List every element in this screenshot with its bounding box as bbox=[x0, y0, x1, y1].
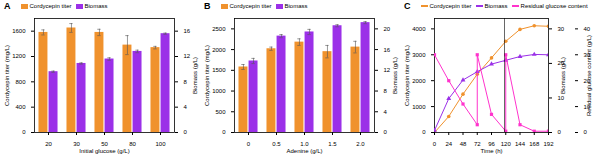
svg-text:0: 0 bbox=[422, 129, 426, 135]
svg-text:16: 16 bbox=[184, 28, 191, 34]
svg-text:Cordycepin titer (mg/L): Cordycepin titer (mg/L) bbox=[4, 45, 10, 106]
svg-text:16: 16 bbox=[384, 47, 391, 53]
svg-text:4000: 4000 bbox=[412, 26, 426, 32]
svg-text:24: 24 bbox=[445, 141, 452, 147]
svg-text:100: 100 bbox=[155, 141, 166, 147]
svg-text:40: 40 bbox=[584, 26, 591, 32]
svg-text:48: 48 bbox=[460, 141, 467, 147]
svg-text:0: 0 bbox=[222, 129, 226, 135]
svg-text:0: 0 bbox=[433, 141, 437, 147]
svg-text:30: 30 bbox=[558, 26, 565, 32]
svg-text:168: 168 bbox=[529, 141, 540, 147]
svg-text:0: 0 bbox=[22, 129, 26, 135]
svg-text:1500: 1500 bbox=[212, 67, 226, 73]
html-text:Cordycepin titer: Cordycepin titer bbox=[429, 3, 472, 9]
svg-text:500: 500 bbox=[215, 109, 226, 115]
svg-text:30: 30 bbox=[73, 141, 80, 147]
svg-text:2500: 2500 bbox=[212, 26, 226, 32]
svg-text:4: 4 bbox=[384, 109, 388, 115]
svg-text:1600: 1600 bbox=[12, 28, 26, 34]
svg-text:80: 80 bbox=[129, 141, 136, 147]
html-text:Biomass: Biomass bbox=[484, 3, 508, 9]
svg-text:0: 0 bbox=[184, 129, 188, 135]
html-text:Residual glucose content: Residual glucose content bbox=[520, 3, 588, 9]
svg-text:Cordycepin titer (mg/L): Cordycepin titer (mg/L) bbox=[204, 45, 210, 106]
svg-text:144: 144 bbox=[515, 141, 526, 147]
svg-text:12: 12 bbox=[184, 53, 191, 59]
svg-text:10: 10 bbox=[558, 95, 565, 101]
svg-text:1.0: 1.0 bbox=[300, 141, 309, 147]
svg-text:Residual glucose content (g/L): Residual glucose content (g/L) bbox=[586, 35, 592, 116]
svg-text:2.0: 2.0 bbox=[356, 141, 365, 147]
svg-text:1000: 1000 bbox=[212, 88, 226, 94]
svg-text:20: 20 bbox=[45, 141, 52, 147]
svg-text:Biomass (g/L): Biomass (g/L) bbox=[560, 57, 566, 94]
svg-text:8: 8 bbox=[384, 88, 388, 94]
svg-text:120: 120 bbox=[501, 141, 512, 147]
svg-text:2000: 2000 bbox=[212, 47, 226, 53]
svg-text:1000: 1000 bbox=[412, 104, 426, 110]
svg-text:192: 192 bbox=[543, 141, 554, 147]
svg-text:Initial glucose (g/L): Initial glucose (g/L) bbox=[79, 148, 129, 154]
svg-text:Time (h): Time (h) bbox=[480, 148, 502, 154]
svg-text:0: 0 bbox=[558, 129, 562, 135]
svg-text:4: 4 bbox=[184, 104, 188, 110]
svg-text:2000: 2000 bbox=[412, 78, 426, 84]
svg-text:1200: 1200 bbox=[12, 53, 26, 59]
svg-text:0.5: 0.5 bbox=[272, 141, 281, 147]
svg-text:72: 72 bbox=[474, 141, 481, 147]
svg-text:3000: 3000 bbox=[412, 52, 426, 58]
svg-text:20: 20 bbox=[384, 26, 391, 32]
svg-text:800: 800 bbox=[15, 79, 26, 85]
html-text:Cordycepin titer: Cordycepin titer bbox=[229, 3, 272, 9]
svg-text:0: 0 bbox=[384, 129, 388, 135]
html-text:C: C bbox=[404, 1, 411, 11]
svg-text:50: 50 bbox=[101, 141, 108, 147]
svg-text:8: 8 bbox=[184, 79, 188, 85]
html-text:A: A bbox=[4, 1, 11, 11]
html-text:Biomass: Biomass bbox=[284, 3, 308, 9]
svg-text:1.5: 1.5 bbox=[328, 141, 337, 147]
html-text:Cordycepin titer: Cordycepin titer bbox=[29, 3, 72, 9]
svg-text:12: 12 bbox=[384, 67, 391, 73]
html-text:B: B bbox=[204, 1, 211, 11]
svg-text:0: 0 bbox=[247, 141, 251, 147]
svg-text:Biomass (g/L): Biomass (g/L) bbox=[392, 57, 398, 94]
svg-text:96: 96 bbox=[488, 141, 495, 147]
svg-text:0: 0 bbox=[584, 129, 588, 135]
svg-text:Biomass (g/L): Biomass (g/L) bbox=[192, 57, 198, 94]
svg-text:Cordycepin titer (mg/L): Cordycepin titer (mg/L) bbox=[404, 45, 410, 106]
svg-text:Adenine (g/L): Adenine (g/L) bbox=[286, 148, 322, 154]
html-text:Biomass: Biomass bbox=[84, 3, 108, 9]
svg-text:400: 400 bbox=[15, 104, 26, 110]
